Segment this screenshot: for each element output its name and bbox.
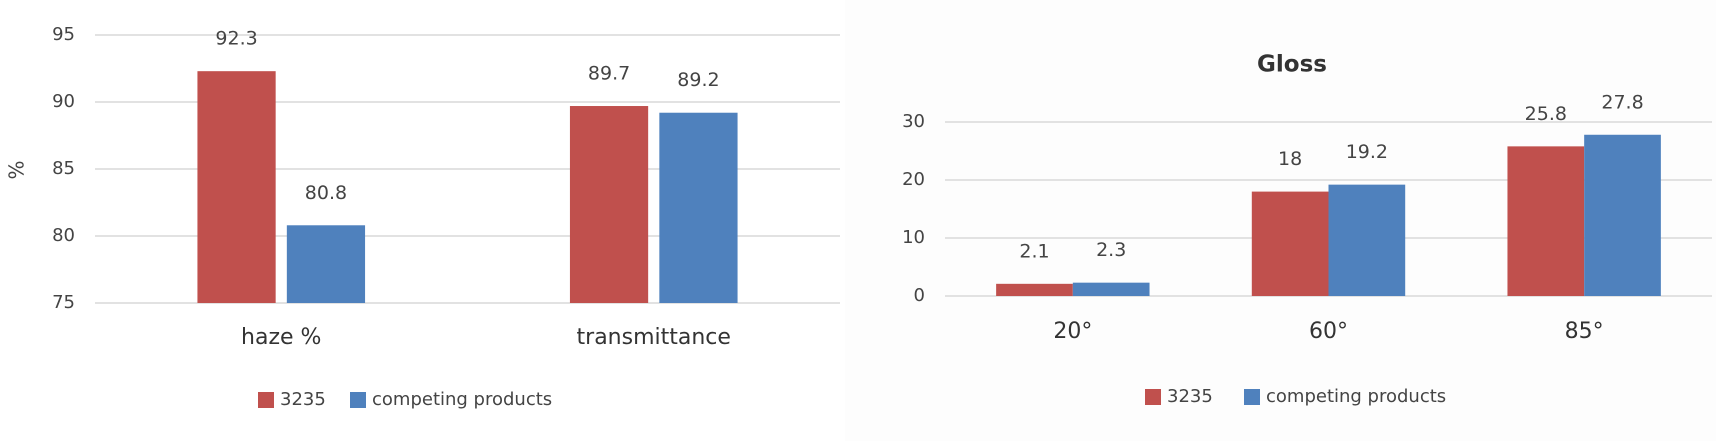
bar bbox=[197, 71, 276, 304]
y-tick-label: 80 bbox=[52, 225, 75, 246]
bar bbox=[1507, 146, 1585, 296]
legend-swatch bbox=[350, 392, 366, 408]
y-tick-label: 30 bbox=[902, 111, 925, 132]
x-tick-label: haze % bbox=[241, 325, 321, 350]
bar bbox=[569, 106, 649, 304]
value-label: 2.3 bbox=[1096, 239, 1126, 261]
value-label: 80.8 bbox=[305, 182, 347, 204]
bar bbox=[659, 112, 738, 303]
y-tick-label: 85 bbox=[52, 158, 75, 179]
legend-label: 3235 bbox=[1167, 386, 1213, 407]
chart-title: Gloss bbox=[1257, 52, 1327, 78]
bar bbox=[1251, 191, 1329, 296]
value-label: 89.2 bbox=[677, 69, 719, 91]
bar bbox=[1072, 282, 1150, 296]
y-tick-label: 90 bbox=[52, 91, 75, 112]
value-label: 25.8 bbox=[1525, 103, 1567, 125]
y-tick-label: 10 bbox=[902, 227, 925, 248]
x-tick-label: 20° bbox=[1053, 319, 1092, 344]
value-label: 18 bbox=[1278, 148, 1302, 170]
legend-label: competing products bbox=[372, 389, 552, 410]
legend-label: 3235 bbox=[280, 389, 326, 410]
x-tick-label: transmittance bbox=[577, 325, 731, 350]
bar bbox=[1584, 134, 1661, 296]
legend-label: competing products bbox=[1266, 386, 1446, 407]
value-label: 92.3 bbox=[215, 28, 257, 50]
value-label: 19.2 bbox=[1346, 141, 1388, 163]
x-tick-label: 85° bbox=[1565, 319, 1604, 344]
bar bbox=[286, 225, 366, 303]
y-tick-label: 20 bbox=[902, 169, 925, 190]
bar bbox=[996, 283, 1073, 296]
y-tick-label: 75 bbox=[52, 292, 75, 313]
legend-swatch bbox=[258, 392, 274, 408]
y-tick-label: 0 bbox=[914, 285, 925, 306]
bar bbox=[1328, 184, 1406, 296]
y-tick-label: 95 bbox=[52, 24, 75, 45]
value-label: 2.1 bbox=[1019, 240, 1049, 262]
value-label: 89.7 bbox=[588, 63, 630, 85]
legend-swatch bbox=[1244, 389, 1260, 405]
legend-swatch bbox=[1145, 389, 1161, 405]
x-tick-label: 60° bbox=[1309, 319, 1348, 344]
value-label: 27.8 bbox=[1601, 91, 1643, 113]
y-axis-label: % bbox=[5, 160, 29, 179]
